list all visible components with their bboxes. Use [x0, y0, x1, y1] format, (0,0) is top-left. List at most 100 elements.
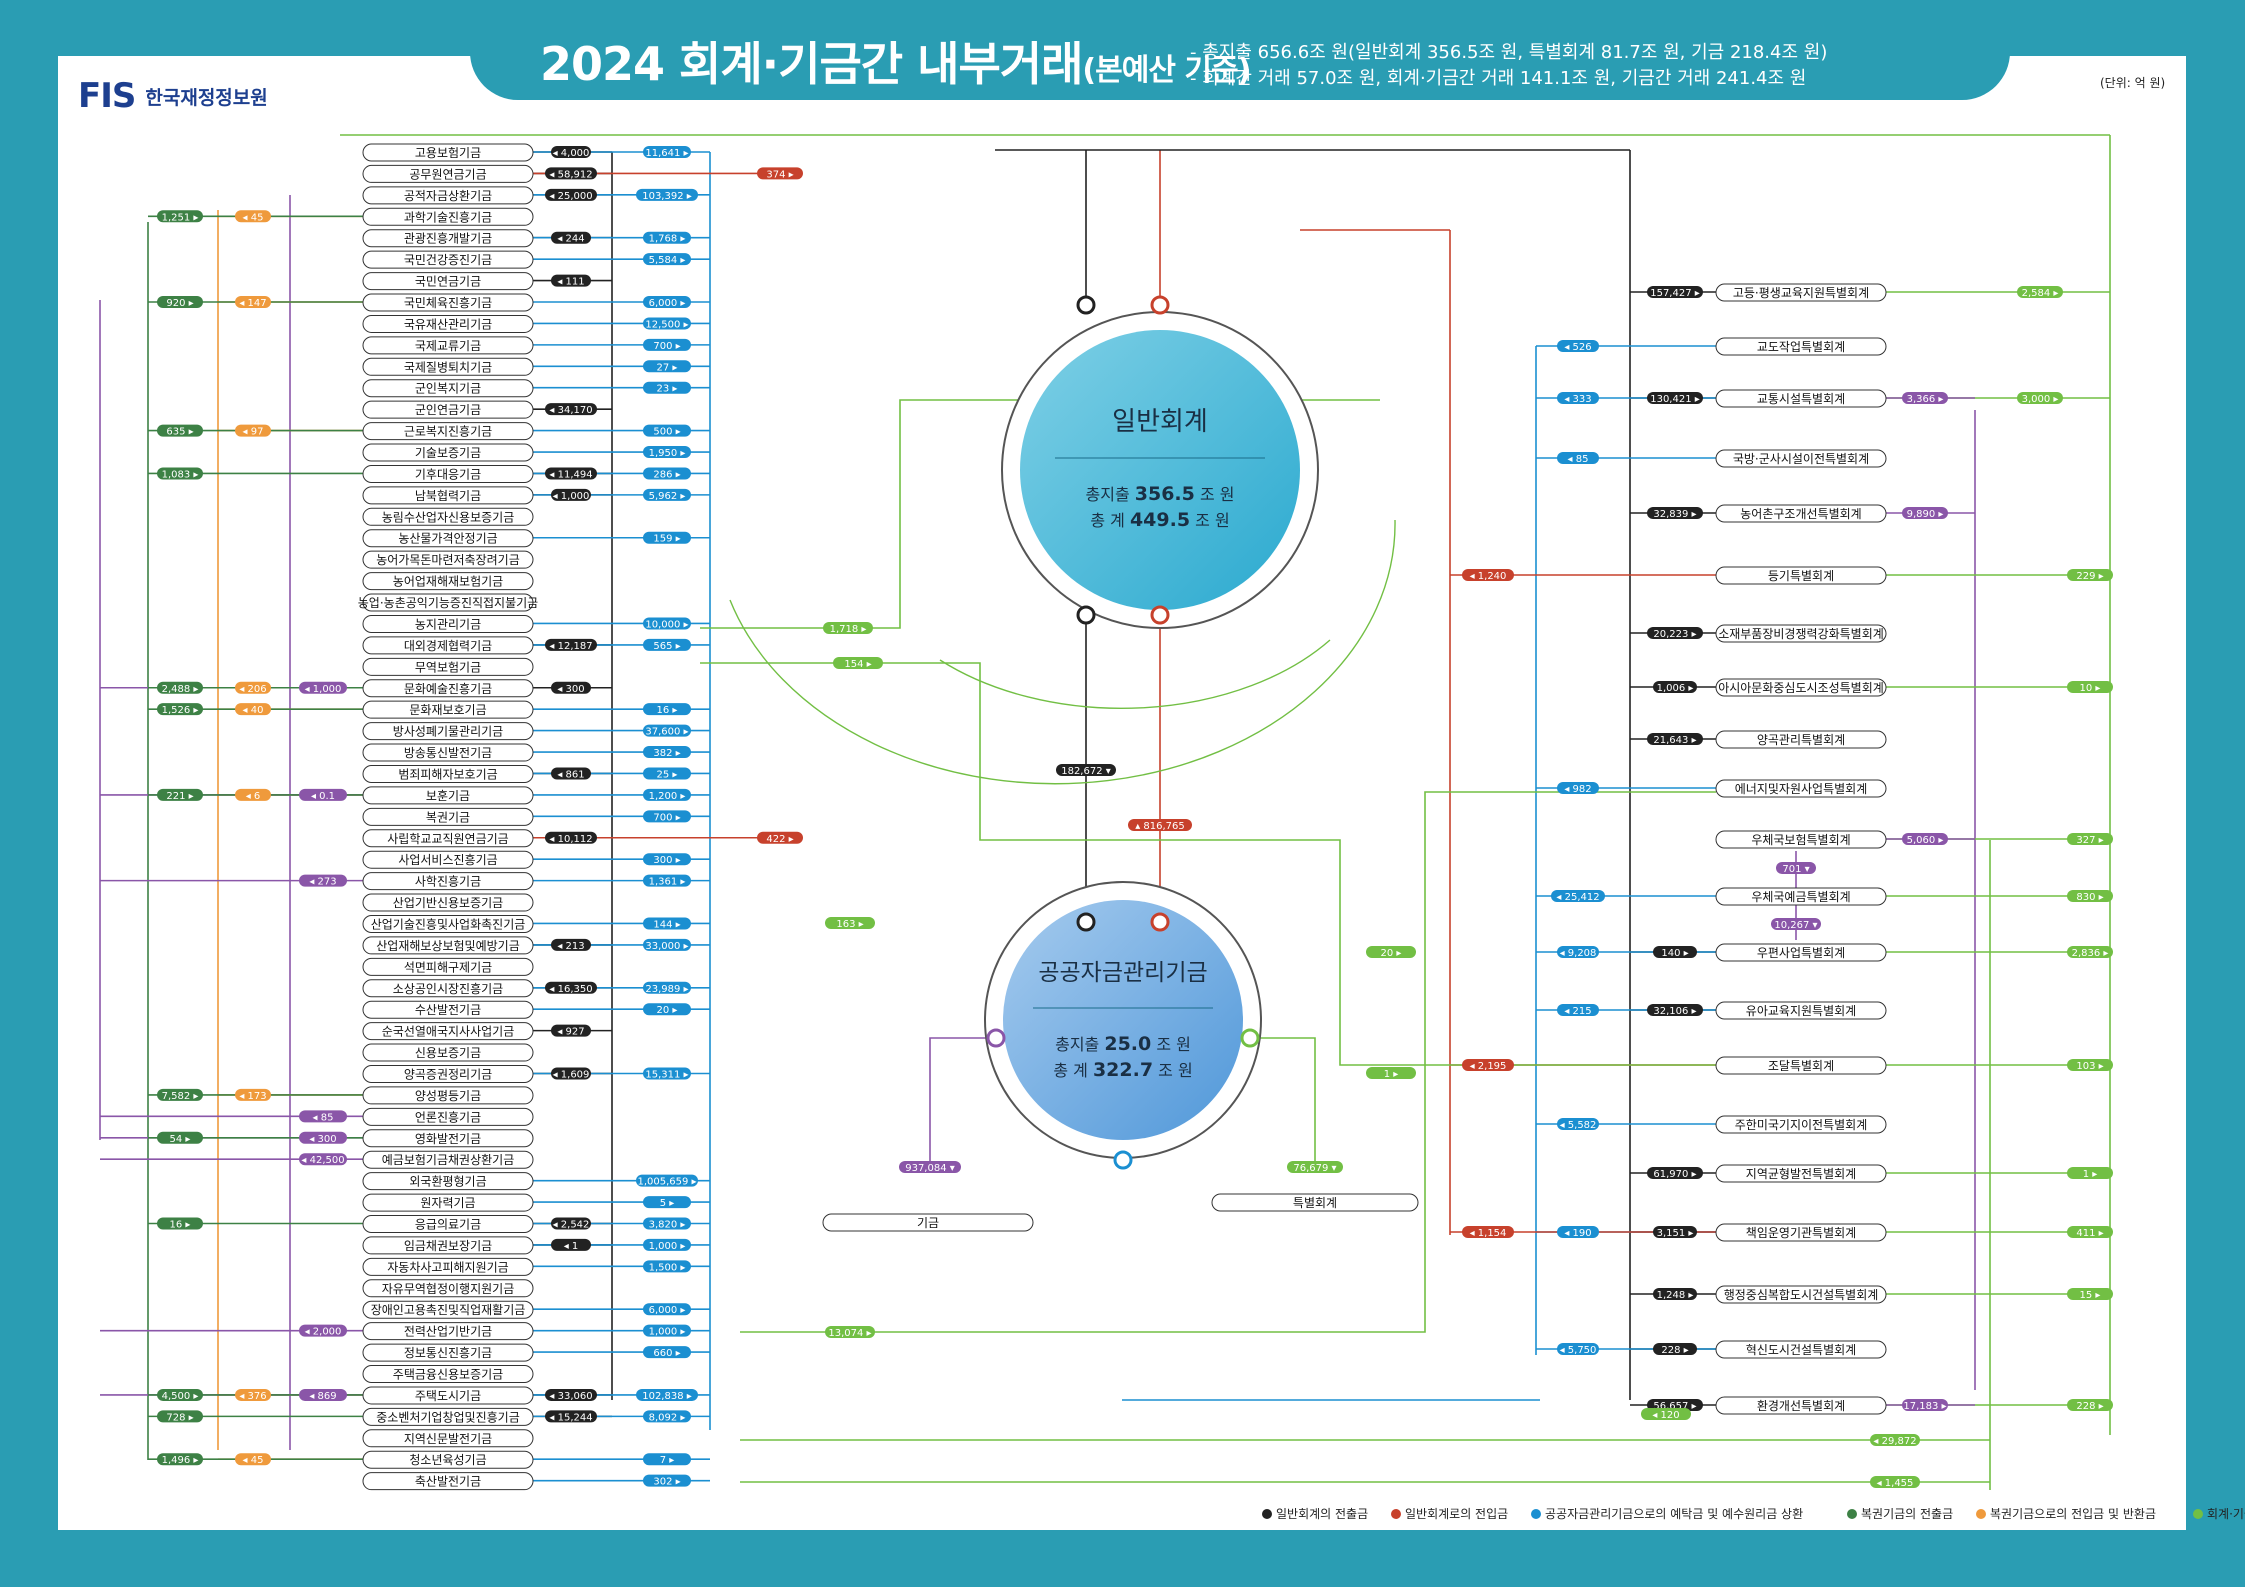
- fund-node-25: 무역보험기금: [362, 657, 534, 676]
- special-node-6: 등기특별회계: [1715, 566, 1887, 585]
- black-tag: ◂ 2,542: [551, 1217, 591, 1231]
- svg-text:우체국예금특별회계: 우체국예금특별회계: [1751, 890, 1850, 904]
- fund-node-14: 근로복지진흥기금: [362, 422, 534, 441]
- green-tag: 1 ▸: [2067, 1167, 2113, 1180]
- svg-text:228 ▸: 228 ▸: [1661, 1345, 1688, 1356]
- svg-text:1,950 ▸: 1,950 ▸: [649, 448, 686, 459]
- svg-text:◂ 111: ◂ 111: [557, 277, 584, 288]
- logo: FIS 한국재정정보원: [78, 76, 268, 116]
- blue-tag: 565 ▸: [643, 638, 691, 652]
- fund-node-55: 장애인고용촉진및직업재활기금: [362, 1300, 534, 1319]
- special-node-17: 지역균형발전특별회계: [1715, 1164, 1887, 1183]
- svg-text:정보통신진흥기금: 정보통신진흥기금: [404, 1346, 492, 1360]
- black-tag: ◂ 16,350: [545, 981, 597, 995]
- fund-node-20: 농어가목돈마련저축장려기금: [362, 550, 534, 569]
- svg-text:주한미국기지이전특별회계: 주한미국기지이전특별회계: [1735, 1118, 1867, 1132]
- blue-tag: 6,000 ▸: [643, 1303, 691, 1316]
- fund-node-42: 순국선열애국지사사업기금: [362, 1022, 534, 1041]
- svg-text:▴ 816,765: ▴ 816,765: [1135, 821, 1185, 832]
- blue-tag: 286 ▸: [643, 467, 691, 480]
- special-node-7: 소재부품장비경쟁력강화특별회계: [1715, 624, 1887, 643]
- black-tag: 21,643 ▸: [1647, 733, 1703, 746]
- fund-node-10: 국제교류기금: [362, 336, 534, 355]
- purple-tag: ◂ 869: [299, 1388, 347, 1402]
- black-tag: ◂ 11,494: [545, 467, 597, 480]
- svg-text:32,839 ▸: 32,839 ▸: [1653, 509, 1696, 520]
- svg-text:103 ▸: 103 ▸: [2076, 1061, 2103, 1072]
- blue-tag: 5 ▸: [643, 1196, 691, 1209]
- special-node-11: 우체국보험특별회계: [1715, 830, 1887, 849]
- special-node-9: 양곡관리특별회계: [1715, 730, 1887, 749]
- green-arc: [729, 519, 1396, 785]
- svg-text:소상공인시장진흥기금: 소상공인시장진흥기금: [393, 982, 503, 996]
- green-tag: 327 ▸: [2067, 833, 2113, 846]
- green-tag: 15 ▸: [2067, 1288, 2113, 1301]
- blue-tag: 15,311 ▸: [643, 1067, 691, 1080]
- darkgreen-tag: 728 ▸: [157, 1410, 203, 1423]
- svg-text:기후대응기금: 기후대응기금: [415, 467, 481, 481]
- svg-text:1 ▸: 1 ▸: [1384, 1069, 1399, 1080]
- svg-text:7 ▸: 7 ▸: [660, 1455, 675, 1466]
- legend-item: 복권기금의 전출금: [1847, 1505, 1953, 1522]
- svg-text:농어촌구조개선특별회계: 농어촌구조개선특별회계: [1740, 507, 1861, 521]
- fund-node-41: 수산발전기금: [362, 1000, 534, 1019]
- legend-dot: [1976, 1508, 1986, 1519]
- svg-text:◂ 4,000: ◂ 4,000: [553, 148, 590, 159]
- svg-text:54 ▸: 54 ▸: [170, 1134, 191, 1145]
- black-tag: 3,151 ▸: [1653, 1226, 1697, 1239]
- black-tag: ◂ 213: [551, 938, 591, 952]
- svg-text:103,392 ▸: 103,392 ▸: [642, 191, 692, 202]
- darkgreen-tag: 7,582 ▸: [157, 1088, 203, 1102]
- fund-node-16: 기후대응기금: [362, 464, 534, 483]
- svg-text:◂ 34,170: ◂ 34,170: [549, 405, 592, 416]
- blue-tag: 37,600 ▸: [643, 724, 691, 738]
- purple-tag: 17,183 ▸: [1902, 1399, 1948, 1412]
- svg-text:382 ▸: 382 ▸: [653, 748, 680, 759]
- orange-tag: ◂ 97: [235, 424, 271, 438]
- fund-node-32: 복권기금: [362, 807, 534, 826]
- svg-text:102,838 ▸: 102,838 ▸: [642, 1391, 692, 1402]
- purple-tag: ◂ 42,500: [299, 1153, 347, 1166]
- svg-text:◂ 2,542: ◂ 2,542: [553, 1220, 590, 1231]
- svg-text:32,106 ▸: 32,106 ▸: [1653, 1006, 1696, 1017]
- svg-text:국민건강증진기금: 국민건강증진기금: [404, 253, 492, 267]
- black-tag: 20,223 ▸: [1647, 627, 1703, 640]
- unit-note: (단위: 억 원): [2100, 76, 2166, 90]
- purple-tag: ◂ 1,000: [299, 681, 347, 695]
- svg-text:석면피해구제기금: 석면피해구제기금: [404, 960, 492, 974]
- fund-node-52: 임금채권보장기금: [362, 1236, 534, 1255]
- svg-text:61,970 ▸: 61,970 ▸: [1653, 1169, 1696, 1180]
- blue-tag: 302 ▸: [643, 1474, 691, 1488]
- svg-text:◂ 120: ◂ 120: [1652, 1410, 1679, 1421]
- fund-node-56: 전력산업기반기금: [362, 1322, 534, 1341]
- svg-text:유아교육지원특별회계: 유아교육지원특별회계: [1746, 1004, 1856, 1018]
- blue-tag: 11,641 ▸: [643, 146, 691, 159]
- public-hub-name: 공공자금관리기금: [1038, 960, 1207, 986]
- svg-text:◂ 45: ◂ 45: [243, 212, 264, 223]
- svg-text:환경개선특별회계: 환경개선특별회계: [1757, 1399, 1845, 1413]
- orange-tag: ◂ 147: [235, 296, 271, 309]
- svg-text:6,000 ▸: 6,000 ▸: [649, 298, 686, 309]
- special-node-21: 환경개선특별회계: [1715, 1396, 1887, 1415]
- special-node-15: 조달특별회계: [1715, 1056, 1887, 1075]
- fund-node-21: 농어업재해재보험기금: [362, 572, 534, 591]
- svg-text:140 ▸: 140 ▸: [1661, 948, 1688, 959]
- blue-tag: 103,392 ▸: [636, 188, 698, 202]
- blue-tag: ◂ 190: [1557, 1226, 1599, 1239]
- svg-text:국방·군사시설이전특별회계: 국방·군사시설이전특별회계: [1733, 452, 1869, 466]
- special-node-1: 고등·평생교육지원특별회계: [1715, 283, 1887, 302]
- hub-port: [1150, 605, 1170, 625]
- blue-tag: ◂ 25,412: [1551, 890, 1605, 903]
- hub-port: [1076, 605, 1096, 625]
- fund-node-19: 농산물가격안정기금: [362, 529, 534, 548]
- black-tag: ◂ 300: [551, 681, 591, 695]
- svg-text:3,000 ▸: 3,000 ▸: [2022, 394, 2059, 405]
- blue-tag: 159 ▸: [643, 531, 691, 545]
- darkgreen-tag: 2,488 ▸: [157, 681, 203, 695]
- svg-text:에너지및자원사업특별회계: 에너지및자원사업특별회계: [1735, 782, 1867, 796]
- svg-text:27 ▸: 27 ▸: [657, 362, 678, 373]
- svg-text:◂ 300: ◂ 300: [557, 684, 584, 695]
- svg-text:◂ 1,609: ◂ 1,609: [553, 1069, 590, 1080]
- svg-text:4,500 ▸: 4,500 ▸: [162, 1391, 199, 1402]
- svg-text:총 계 322.7 조 원: 총 계 322.7 조 원: [1053, 1059, 1192, 1081]
